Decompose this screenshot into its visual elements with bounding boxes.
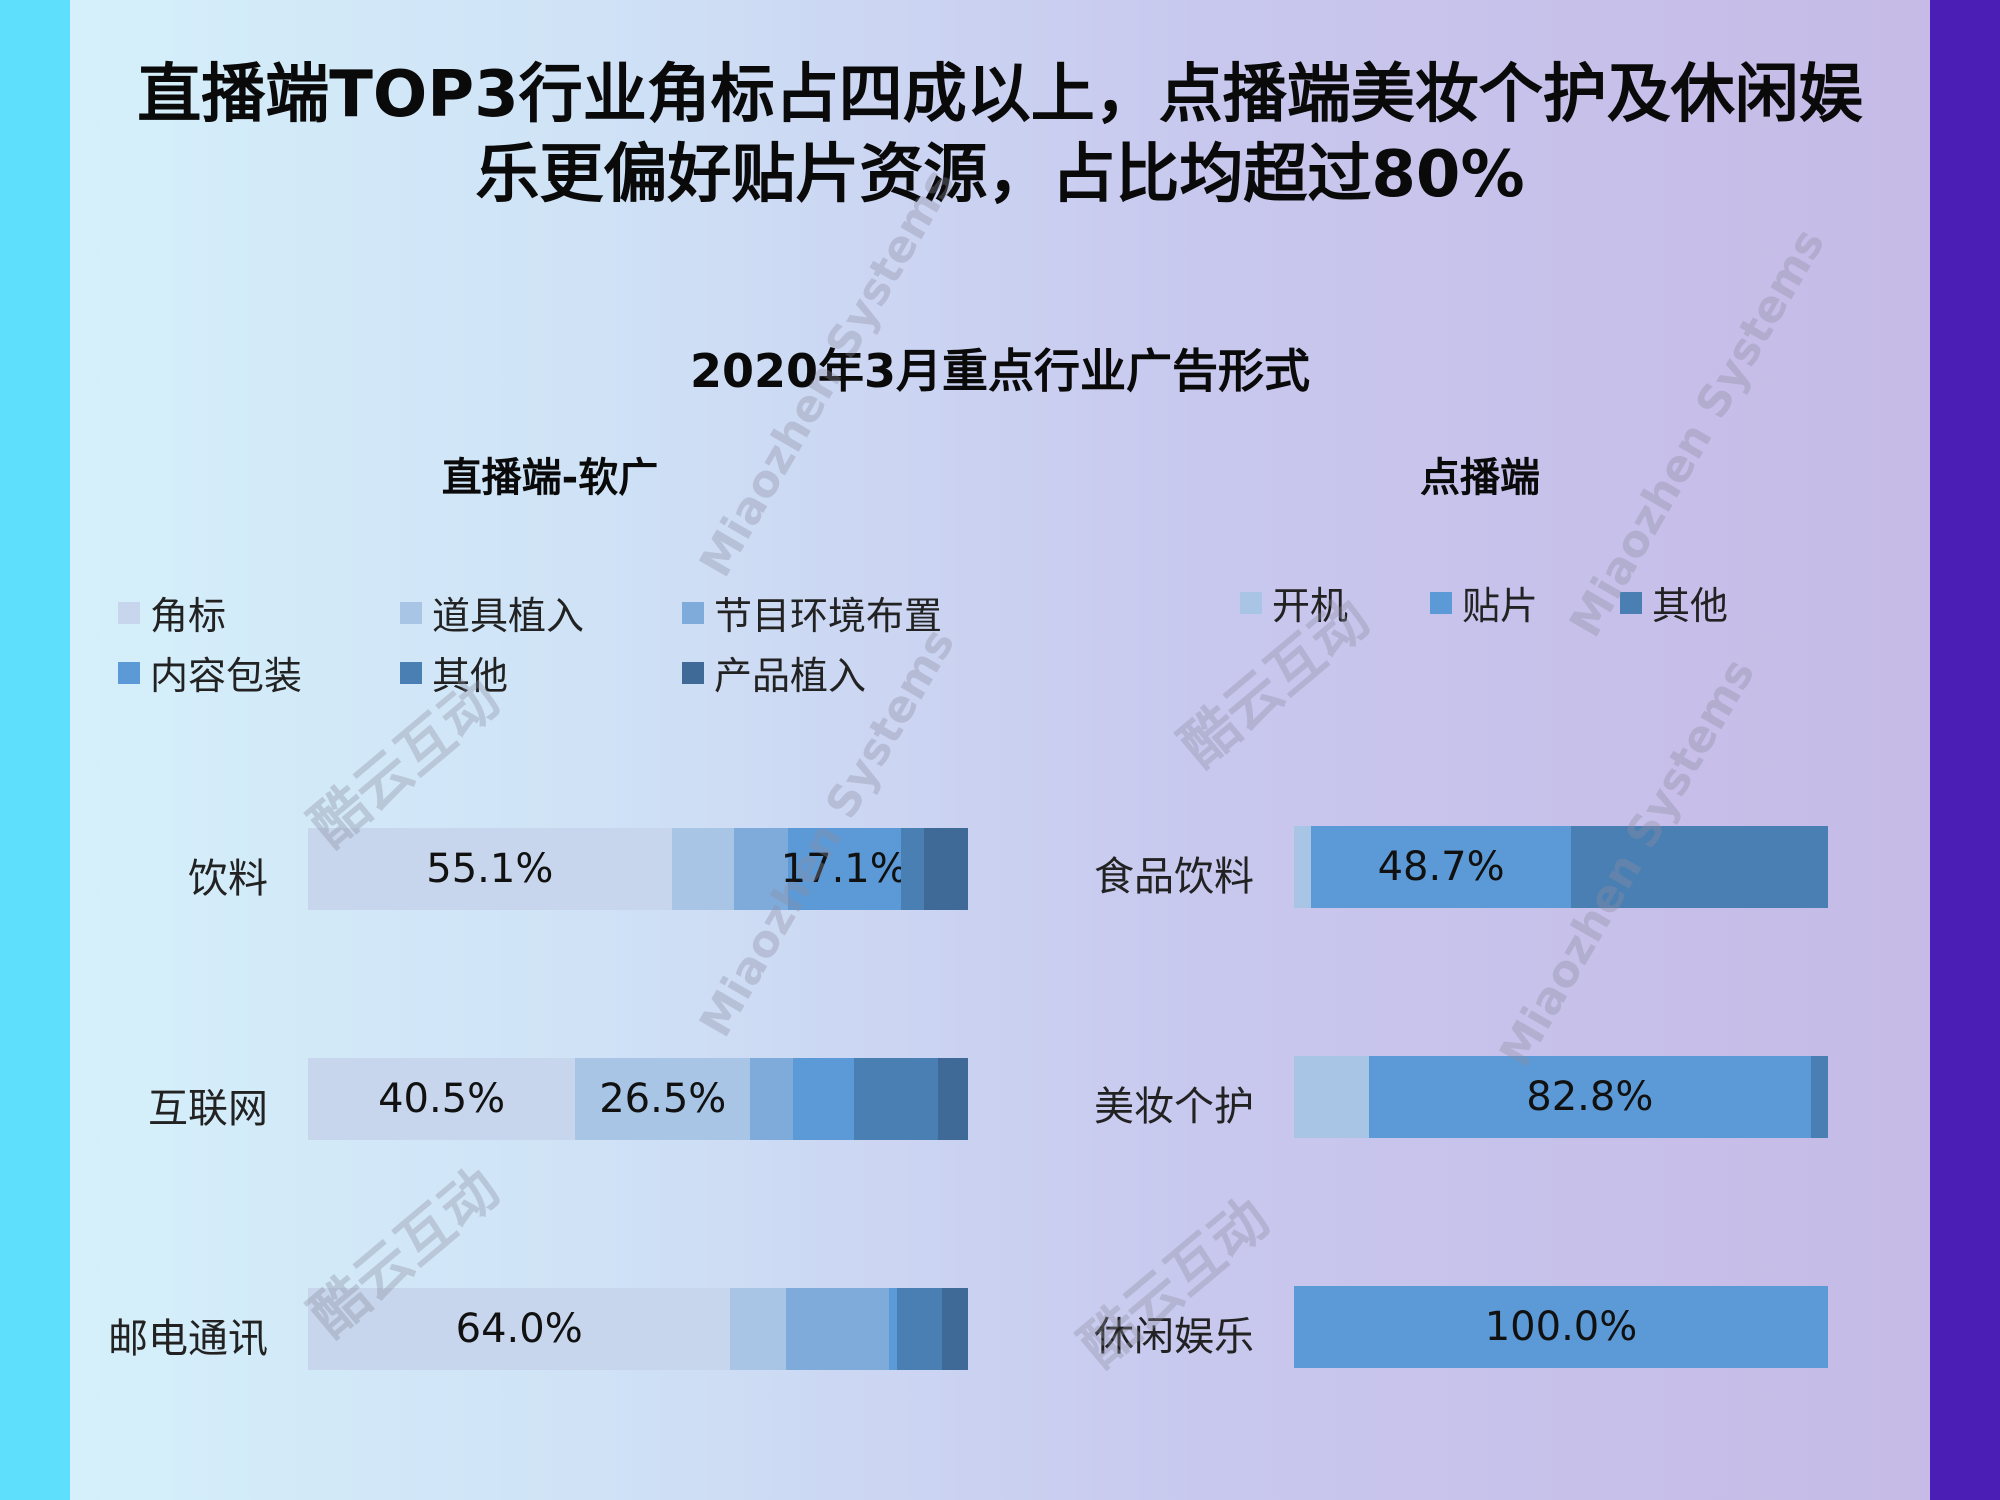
bar-segment	[888, 1288, 897, 1370]
bar-segment	[853, 1058, 938, 1140]
category-label: 休闲娱乐	[1094, 1314, 1254, 1360]
bar-segment: 48.7%	[1311, 826, 1572, 908]
data-label: 64.0%	[455, 1306, 583, 1352]
bar-segment: 82.8%	[1368, 1056, 1811, 1138]
legend-item: 角标	[118, 585, 226, 640]
category-label: 食品饮料	[1094, 854, 1254, 900]
stacked-bar: 40.5% 26.5%	[308, 1058, 968, 1140]
legend-item: 其他	[1620, 575, 1728, 630]
bar-segment	[1294, 1056, 1369, 1138]
stacked-bar: 82.8%	[1294, 1056, 1828, 1138]
bar-segment	[750, 1058, 794, 1140]
category-label: 互联网	[148, 1086, 268, 1132]
legend-swatch	[682, 601, 704, 624]
stacked-bar: 55.1% 17.1%	[308, 828, 968, 910]
legend-label: 产品植入	[714, 654, 867, 698]
legend-label: 节目环境布置	[714, 594, 943, 638]
legend-swatch	[1240, 591, 1262, 614]
data-label: 82.8%	[1526, 1074, 1654, 1120]
data-label: 17.1%	[780, 846, 908, 892]
bar-segment	[1294, 826, 1312, 908]
bar-segment: 100.0%	[1294, 1286, 1828, 1368]
left-legend: 角标 道具植入 节目环境布置内容包装 其他 产品植入	[118, 585, 1018, 698]
legend-swatch	[400, 601, 422, 624]
bar-segment	[1571, 826, 1828, 908]
legend-label: 其他	[432, 654, 509, 698]
data-label: 55.1%	[426, 846, 554, 892]
category-label: 饮料	[188, 856, 268, 902]
legend-item: 开机	[1240, 575, 1348, 630]
bar-segment	[937, 1058, 968, 1140]
legend-item: 内容包装	[118, 645, 302, 700]
bar-segment: 64.0%	[308, 1288, 731, 1370]
bar-segment	[896, 1288, 942, 1370]
legend-item: 贴片	[1430, 575, 1538, 630]
category-label: 邮电通讯	[108, 1316, 268, 1362]
legend-swatch	[118, 601, 140, 624]
bar-segment	[733, 828, 788, 910]
stacked-bar: 48.7%	[1294, 826, 1828, 908]
legend-swatch	[1430, 591, 1452, 614]
bar-segment	[941, 1288, 968, 1370]
legend-label: 道具植入	[432, 594, 585, 638]
bar-segment	[730, 1288, 786, 1370]
left-edge-band	[0, 0, 70, 1500]
headline-line-1: 直播端TOP3行业角标占四成以上，点播端美妆个护及休闲娱	[137, 58, 1863, 132]
legend-swatch	[682, 661, 704, 684]
data-label: 48.7%	[1377, 844, 1505, 890]
legend-label: 开机	[1272, 584, 1349, 628]
legend-swatch	[1620, 591, 1642, 614]
data-label: 100.0%	[1484, 1304, 1638, 1350]
stacked-bar: 100.0%	[1294, 1286, 1828, 1368]
legend-item: 道具植入	[400, 585, 584, 640]
bar-segment: 26.5%	[575, 1058, 751, 1140]
legend-item: 节目环境布置	[682, 585, 942, 640]
bar-segment	[900, 828, 925, 910]
legend-label: 内容包装	[150, 654, 303, 698]
legend-swatch	[118, 661, 140, 684]
legend-label: 贴片	[1462, 584, 1539, 628]
bar-segment	[924, 828, 968, 910]
bar-segment	[1810, 1056, 1828, 1138]
left-panel-title: 直播端-软广	[441, 455, 659, 501]
data-label: 40.5%	[378, 1076, 506, 1122]
right-edge-band	[1930, 0, 2000, 1500]
bar-segment	[671, 828, 734, 910]
chart-title: 2020年3月重点行业广告形式	[689, 344, 1311, 398]
stacked-bar: 64.0%	[308, 1288, 968, 1370]
legend-label: 角标	[150, 594, 227, 638]
bar-segment: 40.5%	[308, 1058, 576, 1140]
bar-segment: 17.1%	[780, 828, 908, 910]
legend-item: 产品植入	[682, 645, 866, 700]
legend-swatch	[400, 661, 422, 684]
legend-label: 其他	[1652, 584, 1729, 628]
data-label: 26.5%	[599, 1076, 727, 1122]
headline-line-2: 乐更偏好贴片资源，占比均超过80%	[475, 138, 1525, 212]
bar-segment	[793, 1058, 854, 1140]
right-panel-title: 点播端	[1420, 455, 1540, 501]
category-label: 美妆个护	[1094, 1084, 1254, 1130]
bar-segment: 55.1%	[308, 828, 672, 910]
bar-segment	[785, 1288, 889, 1370]
headline: 直播端TOP3行业角标占四成以上，点播端美妆个护及休闲娱 乐更偏好贴片资源，占比…	[90, 55, 1910, 215]
right-legend: 开机 贴片 其他	[1240, 575, 1800, 628]
legend-item: 其他	[400, 645, 508, 700]
